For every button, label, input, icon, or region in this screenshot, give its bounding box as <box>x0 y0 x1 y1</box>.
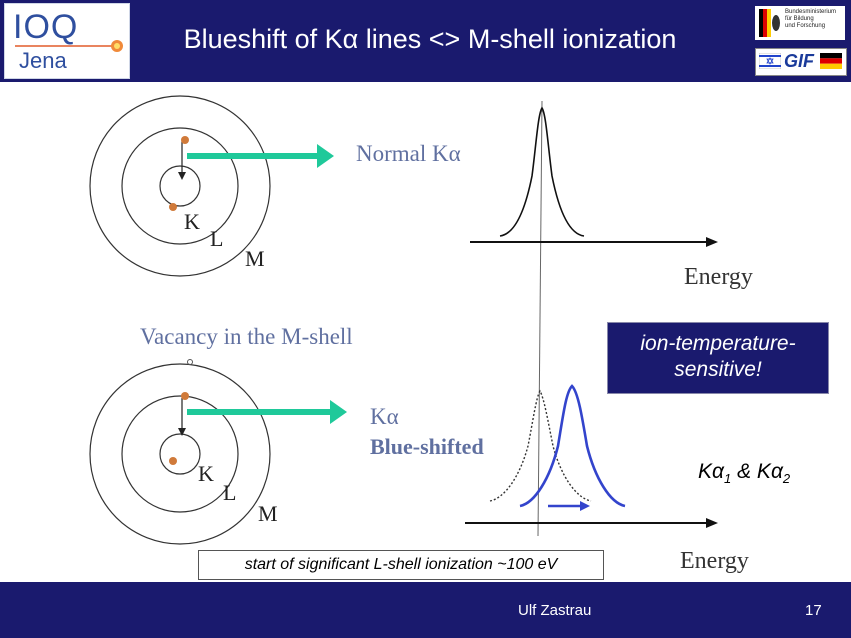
ka-amp: & <box>731 460 757 483</box>
logo-ioq-text: IOQ <box>13 8 79 46</box>
shifted-arrow-head <box>330 400 347 424</box>
sponsor-logos: Bundesministerium für Bildung und Forsch… <box>755 6 847 76</box>
vacancy-label: Vacancy in the M-shell <box>140 324 353 349</box>
bmbf-text: Bundesministerium für Bildung und Forsch… <box>785 9 837 29</box>
page-number: 17 <box>805 602 822 619</box>
shell-m-label-bottom: M <box>258 501 278 526</box>
header-bar: IOQ Jena Blueshift of Kα lines <> M-shel… <box>0 0 851 82</box>
german-flag-icon <box>820 53 842 69</box>
normal-arrow-head <box>317 144 334 168</box>
author-name: Ulf Zastrau <box>518 602 592 619</box>
energy-label-top: Energy <box>684 264 753 290</box>
ka1-ka2-label: Kα1 & Kα2 <box>698 460 790 486</box>
gif-text: GIF <box>784 51 814 71</box>
ka-blueshift-diagram: Normal Kα Vacancy in the M-shell Kα Blue… <box>89 95 753 574</box>
shell-l-label-bottom: L <box>223 480 236 505</box>
callout-line-1: ion-temperature- <box>640 332 796 355</box>
shell-m-label-top: M <box>245 246 265 271</box>
energy-label-bottom: Energy <box>680 548 749 574</box>
shell-l-label-top: L <box>210 226 223 251</box>
atom-normal <box>89 95 271 277</box>
energy-axis-bottom-head <box>706 518 718 528</box>
shell-k-label-bottom: K <box>198 461 214 486</box>
normal-ka-label: Normal Kα <box>356 141 461 166</box>
blueshifted-peak-curve <box>519 384 626 508</box>
atom-vacancy <box>89 359 271 545</box>
ka2-k: K <box>756 460 771 483</box>
ka2-sub: 2 <box>782 471 791 487</box>
callout-line-2: sensitive! <box>674 358 762 381</box>
shell-k-label-top: K <box>184 209 200 234</box>
ion-temperature-callout: ion-temperature- sensitive! <box>607 322 829 394</box>
shift-arrow-head <box>580 501 590 511</box>
reference-line <box>537 100 543 537</box>
eagle-icon <box>759 9 780 37</box>
blue-shifted-label: Blue-shifted <box>370 434 484 459</box>
logo-jena-text: Jena <box>19 48 67 73</box>
ka1-sub: 1 <box>724 471 732 487</box>
gif-logo: GIF <box>755 48 847 76</box>
israel-flag-icon <box>759 53 781 69</box>
logo-flare-icon <box>15 40 123 52</box>
ioq-jena-logo: IOQ Jena <box>4 3 130 79</box>
footer-bar: Ulf Zastrau 17 <box>0 582 851 638</box>
ka1-alpha: α <box>712 460 724 483</box>
normal-peak-curve <box>499 106 585 237</box>
slide-title: Blueshift of Kα lines <> M-shell ionizat… <box>183 24 677 54</box>
ka2-alpha: α <box>770 460 783 483</box>
energy-axis-top-head <box>706 237 718 247</box>
shifted-ka-label: Kα <box>370 404 399 429</box>
l-shell-note: start of significant L-shell ionization … <box>198 550 604 580</box>
unshifted-peak-dotted <box>489 389 592 502</box>
bmbf-logo: Bundesministerium für Bildung und Forsch… <box>755 6 845 40</box>
ka1-k: K <box>698 460 713 483</box>
